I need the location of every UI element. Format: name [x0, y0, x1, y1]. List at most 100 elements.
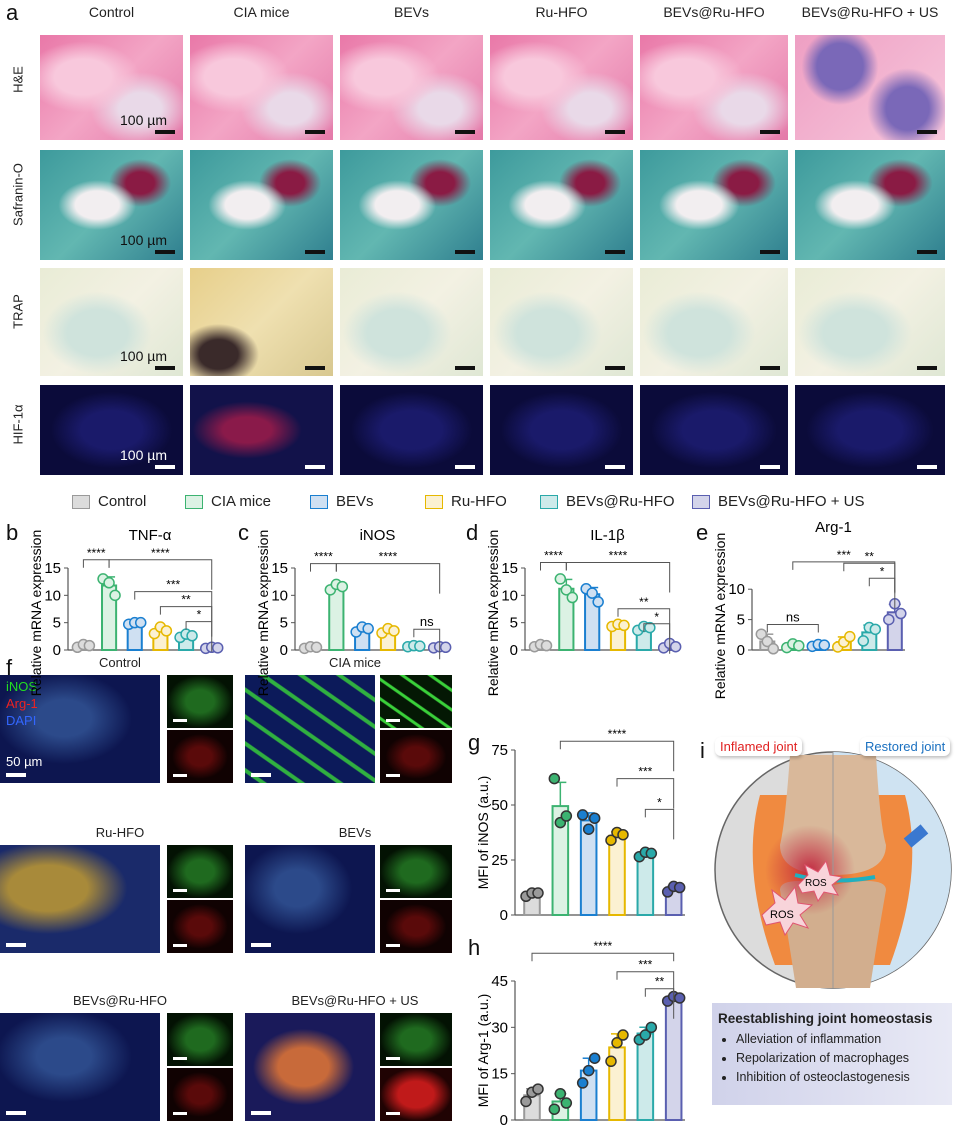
bullet-item: Inhibition of osteoclastogenesis: [736, 1070, 946, 1084]
legend-item: Control: [72, 493, 146, 510]
merged-fluorescence-image: [245, 845, 375, 953]
data-point: [582, 823, 595, 835]
data-point: [645, 1021, 658, 1034]
data-point: [586, 587, 598, 599]
y-tick-label: 15: [271, 560, 288, 577]
scale-bar: [605, 250, 625, 254]
group-label: Ru-HFO: [95, 825, 145, 840]
micrograph: [640, 35, 788, 140]
column-header: BEVs@Ru-HFO + US: [801, 4, 939, 20]
y-tick-label: 5: [737, 612, 745, 629]
green-channel-image: [167, 845, 233, 898]
data-point: [520, 1095, 532, 1108]
micrograph: [795, 268, 945, 376]
scale-bar-label: 100 µm: [120, 232, 167, 248]
panel-label-i: i: [700, 738, 705, 763]
significance-bracket: [413, 628, 441, 660]
red-channel-image: [380, 1068, 452, 1121]
micrograph: [190, 385, 333, 475]
micrograph: [490, 385, 633, 475]
significance-label: *: [880, 564, 885, 578]
data-point: [548, 1103, 561, 1115]
red-channel-image: [380, 900, 452, 953]
y-tick-label: 75: [491, 742, 508, 759]
scale-bar: [305, 366, 325, 370]
data-point: [588, 1052, 601, 1064]
y-tick-label: 0: [510, 642, 518, 659]
significance-bracket: [766, 623, 819, 633]
column-header: CIA mice: [233, 4, 290, 20]
legend-swatch: [540, 494, 558, 509]
data-point: [532, 887, 544, 899]
panel-label-a: a: [6, 0, 19, 25]
scale-bar: [760, 465, 780, 469]
merged-fluorescence-image: [0, 1013, 160, 1121]
significance-label: ***: [837, 548, 851, 562]
significance-label: ****: [379, 550, 398, 564]
scale-bar: [155, 366, 175, 370]
ros-label: ROS: [770, 909, 794, 921]
y-axis-label: Relative mRNA expression: [28, 530, 44, 697]
significance-bracket: [310, 563, 337, 572]
data-point: [560, 810, 573, 822]
data-point: [605, 834, 617, 846]
micrograph: [490, 268, 633, 376]
green-channel-image: [167, 1013, 233, 1066]
significance-bracket: [335, 563, 441, 594]
micrograph: [190, 150, 333, 260]
bar: [608, 834, 626, 916]
data-point: [755, 628, 768, 640]
green-channel-image: [380, 1013, 452, 1066]
significance-label: *: [657, 795, 662, 809]
scale-bar: [386, 889, 400, 892]
data-point: [582, 1064, 595, 1077]
data-point: [617, 1029, 629, 1041]
y-tick-label: 0: [53, 642, 61, 659]
legend-label: CIA mice: [211, 493, 272, 510]
y-tick-label: 50: [491, 797, 508, 814]
y-tick-label: 15: [491, 1066, 508, 1083]
scale-bar: [305, 130, 325, 134]
micrograph: [490, 35, 633, 140]
group-label: BEVs: [338, 825, 372, 840]
data-point: [548, 772, 561, 785]
significance-label: ns: [420, 614, 434, 629]
significance-label: **: [655, 975, 665, 989]
micrograph: [190, 35, 333, 140]
micrograph: [640, 385, 788, 475]
legend: Control CIA mice BEVs Ru-HFO BEVs@Ru-HFO BEVs…: [0, 493, 960, 513]
scale-bar: [305, 465, 325, 469]
bar: [636, 1032, 655, 1121]
panel-label-g: g: [468, 730, 481, 755]
scale-bar: [605, 465, 625, 469]
data-point: [673, 992, 686, 1004]
column-header: Ru-HFO: [535, 4, 588, 20]
y-tick-label: 25: [491, 852, 508, 869]
significance-label: ****: [608, 727, 627, 741]
significance-bracket: [644, 988, 675, 1019]
homeostasis-box: Reestablishing joint homeostasis Allevia…: [712, 1003, 952, 1105]
green-channel-image: [380, 675, 452, 728]
data-point: [844, 630, 856, 643]
significance-bracket: [644, 808, 675, 840]
significance-bracket: [792, 561, 896, 592]
bar: [328, 586, 345, 652]
bar: [636, 853, 655, 916]
scale-bar: [455, 465, 475, 469]
y-tick-label: 15: [44, 560, 61, 577]
data-point: [336, 580, 349, 593]
scale-bar: [760, 250, 780, 254]
micrograph: [795, 35, 945, 140]
restored-joint-tag: Restored joint: [860, 737, 951, 756]
legend-item: BEVs: [310, 493, 374, 510]
scale-bar: [173, 774, 187, 777]
chart-title: TNF-α: [129, 527, 172, 544]
red-channel-image: [167, 900, 233, 953]
micrograph: [795, 385, 945, 475]
ros-label: ROS: [805, 878, 827, 889]
micrograph: [340, 385, 483, 475]
scale-bar: [455, 250, 475, 254]
data-point: [576, 1077, 589, 1089]
significance-bracket: [82, 559, 110, 568]
